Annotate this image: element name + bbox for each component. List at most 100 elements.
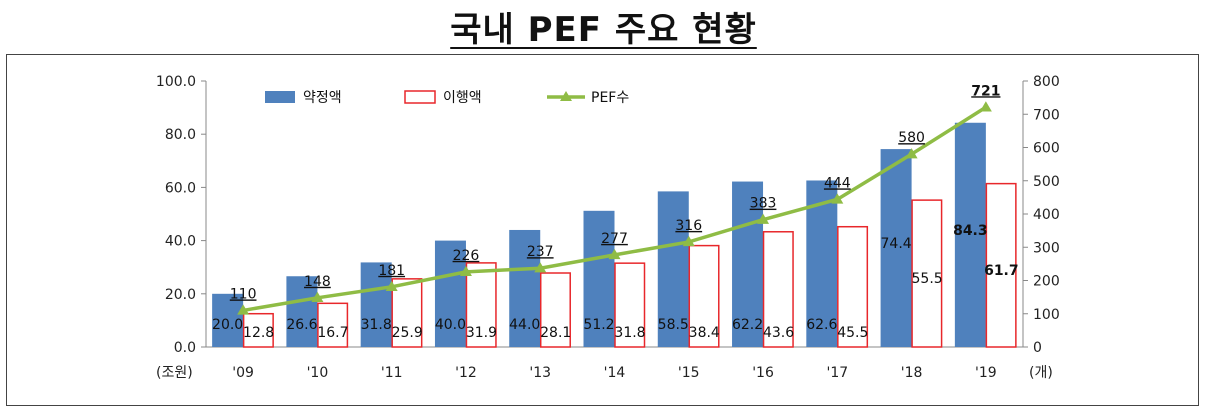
bar-execution-value-label: 25.9 xyxy=(392,325,423,341)
bar-execution xyxy=(837,225,869,348)
x-tick-label: '15 xyxy=(678,365,700,381)
pef-count-marker xyxy=(534,262,547,273)
legend-execution-label: 이행액 xyxy=(443,90,482,106)
bar-commitment-value-label: 84.3 xyxy=(953,223,988,239)
x-tick-label: '18 xyxy=(901,365,923,381)
bar-commitment-value-label: 40.0 xyxy=(435,317,466,333)
y-right-tick-label: 200 xyxy=(1033,274,1060,290)
bar-execution xyxy=(688,244,720,348)
pef-count-marker xyxy=(757,213,770,224)
pef-count-value-label: 721 xyxy=(971,83,1000,99)
bar-execution-value-label: 31.9 xyxy=(466,325,497,341)
bar-execution-value-label: 12.8 xyxy=(243,325,274,341)
bar-execution xyxy=(465,262,497,348)
bar-execution-value-label: 28.1 xyxy=(540,325,571,341)
bar-commitment xyxy=(509,229,541,347)
pef-count-marker xyxy=(682,235,695,247)
bar-commitment xyxy=(360,262,392,347)
bar-execution xyxy=(391,278,423,348)
x-tick-label: '19 xyxy=(975,365,997,381)
bar-execution xyxy=(911,199,943,348)
x-tick-label: '13 xyxy=(529,365,551,381)
bar-commitment xyxy=(434,240,466,347)
bar-commitment-value-label: 62.6 xyxy=(806,317,837,333)
pef-count-marker xyxy=(459,265,472,277)
y-right-tick-label: 300 xyxy=(1033,240,1060,256)
pef-count-value-label: 226 xyxy=(453,248,480,264)
bar-commitment xyxy=(212,293,244,347)
bar-execution xyxy=(614,262,646,348)
chart-frame: 0.0 20.0 40.0 60.0 80.0 100.0 0 100 200 300 400 500… xyxy=(6,54,1199,406)
bar-execution-value-label: 16.7 xyxy=(317,325,348,341)
pef-count-marker xyxy=(385,280,398,292)
x-tick-label: '16 xyxy=(752,365,774,381)
pef-count-value-label: 580 xyxy=(898,130,925,146)
x-tick-label: '10 xyxy=(307,365,329,381)
y-left-tick-label: 20.0 xyxy=(165,287,196,303)
pef-count-value-label: 316 xyxy=(675,218,702,234)
bar-commitment xyxy=(583,210,615,347)
y-left-tick-label: 0.0 xyxy=(174,340,196,356)
legend-commitment-swatch xyxy=(265,91,295,103)
bar-execution-value-label: 43.6 xyxy=(763,325,794,341)
pef-count-marker xyxy=(979,101,992,112)
pef-count-marker xyxy=(311,291,324,302)
bar-commitment-value-label: 51.2 xyxy=(583,317,614,333)
y-right-tick-label: 500 xyxy=(1033,174,1060,190)
y-right-tick-label: 100 xyxy=(1033,307,1060,323)
legend-commitment-label: 약정액 xyxy=(303,90,342,106)
y-left-tick-label: 100.0 xyxy=(156,74,196,90)
legend-pef-label: PEF수 xyxy=(591,90,629,106)
y-right-unit: (개) xyxy=(1029,365,1053,381)
pef-count-marker xyxy=(831,193,844,204)
x-tick-label: '12 xyxy=(455,365,477,381)
bar-commitment xyxy=(286,276,318,347)
pef-count-value-label: 237 xyxy=(527,244,554,260)
bar-commitment-value-label: 31.8 xyxy=(361,317,392,333)
y-right-tick-label: 600 xyxy=(1033,141,1060,157)
y-left-tick-label: 60.0 xyxy=(165,180,196,196)
bar-commitment-value-label: 26.6 xyxy=(286,317,317,333)
x-tick-label: '17 xyxy=(826,365,848,381)
pef-count-value-label: 277 xyxy=(601,231,628,247)
y-left-tick-label: 80.0 xyxy=(165,127,196,143)
chart-title: 국내 PEF 주요 현황 xyxy=(0,2,1207,51)
bar-execution xyxy=(317,302,349,348)
bar-commitment-value-label: 20.0 xyxy=(212,317,243,333)
bar-commitment xyxy=(657,191,689,347)
bar-commitment-value-label: 74.4 xyxy=(881,236,912,252)
chart-title-text: 국내 PEF 주요 현황 xyxy=(450,10,757,50)
pef-count-value-label: 148 xyxy=(304,274,331,290)
y-right-tick-label: 0 xyxy=(1033,340,1042,356)
pef-count-marker xyxy=(905,148,918,159)
bar-execution-value-label: 31.8 xyxy=(614,325,645,341)
x-tick-label: '11 xyxy=(381,365,403,381)
bar-commitment-value-label: 58.5 xyxy=(658,317,689,333)
bar-commitment-value-label: 62.2 xyxy=(732,317,763,333)
bar-commitment-value-label: 44.0 xyxy=(509,317,540,333)
pef-count-value-label: 383 xyxy=(750,196,777,212)
bar-execution-value-label: 55.5 xyxy=(912,271,943,287)
bar-commitment xyxy=(732,181,764,347)
pef-count-marker xyxy=(237,304,250,315)
y-right-tick-label: 700 xyxy=(1033,107,1060,123)
legend-pef-marker xyxy=(560,91,572,101)
bar-commitment xyxy=(954,122,986,348)
x-tick-label: '09 xyxy=(232,365,254,381)
y-right-tick-label: 400 xyxy=(1033,207,1060,223)
bar-execution-value-label: 38.4 xyxy=(689,325,720,341)
pef-count-value-label: 181 xyxy=(378,263,405,279)
y-right-tick-label: 800 xyxy=(1033,74,1060,90)
pef-count-value-label: 444 xyxy=(824,175,851,191)
bar-commitment xyxy=(880,149,912,347)
bar-execution-value-label: 61.7 xyxy=(984,263,1019,279)
y-left-unit: (조원) xyxy=(156,365,193,381)
pef-count-value-label: 110 xyxy=(230,286,257,302)
bar-execution-value-label: 45.5 xyxy=(837,325,868,341)
bar-execution xyxy=(985,182,1017,348)
y-left-tick-label: 40.0 xyxy=(165,234,196,250)
bar-execution xyxy=(762,231,794,348)
pef-count-marker xyxy=(608,248,621,260)
legend-execution-swatch xyxy=(404,90,436,104)
bar-execution xyxy=(242,312,274,348)
